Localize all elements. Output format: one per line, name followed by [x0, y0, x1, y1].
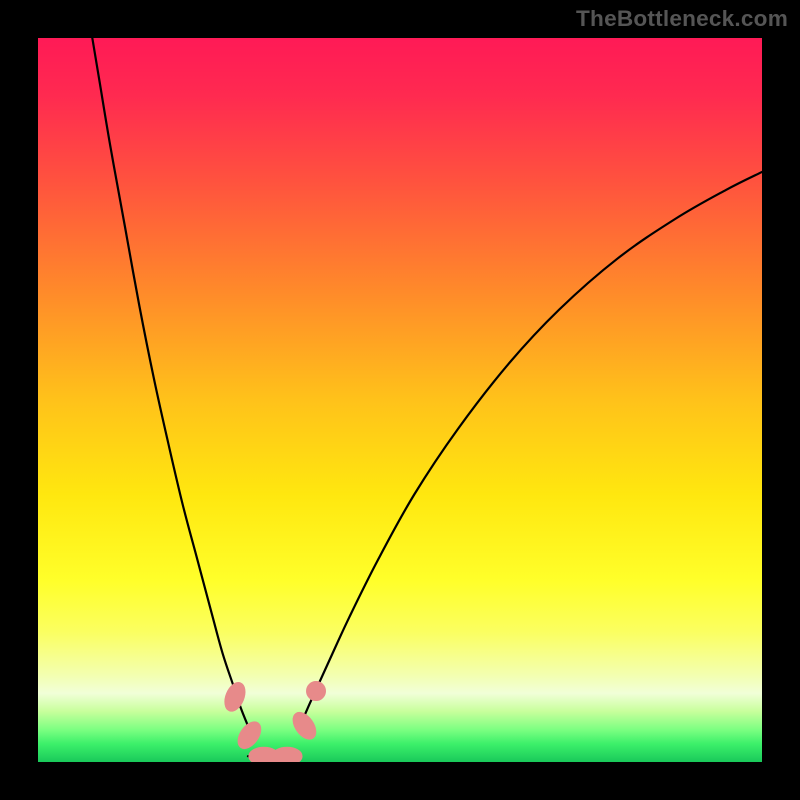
watermark-text: TheBottleneck.com [576, 6, 788, 32]
bottleneck-chart [0, 0, 800, 800]
marker-5 [307, 682, 326, 701]
stage: TheBottleneck.com [0, 0, 800, 800]
gradient-background [38, 38, 762, 762]
plot-area [38, 38, 762, 765]
